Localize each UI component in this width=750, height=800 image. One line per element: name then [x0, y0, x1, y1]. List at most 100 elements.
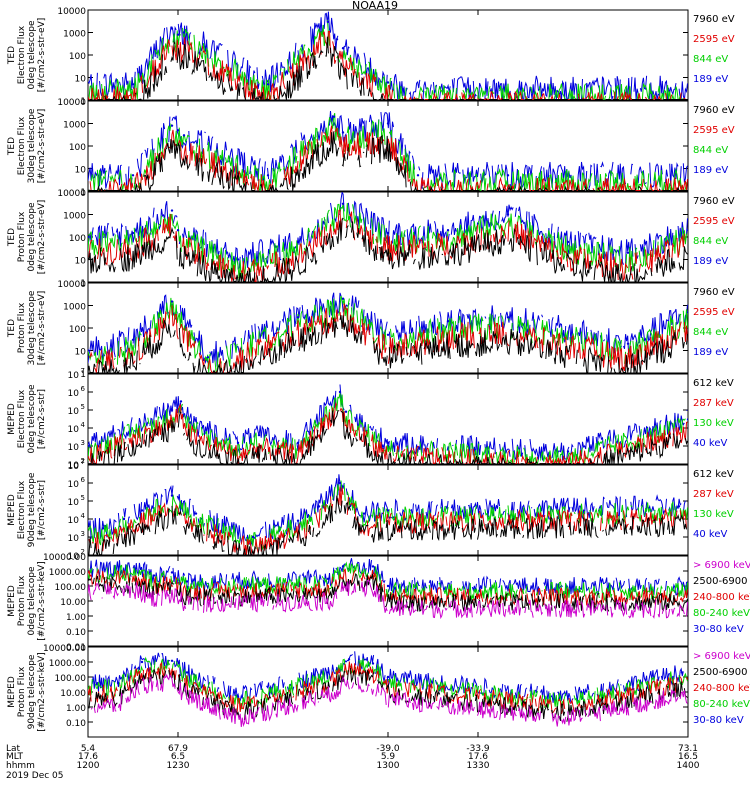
data-point	[386, 509, 390, 512]
series---6900-keV	[88, 579, 688, 620]
data-point	[266, 174, 270, 177]
y-tick-label: 100	[69, 325, 86, 335]
data-point	[185, 580, 189, 583]
y-axis-label: Electron Flux	[17, 480, 27, 539]
data-point	[341, 565, 345, 568]
data-point	[386, 81, 390, 84]
y-tick-exponent: 3	[81, 530, 85, 538]
data-layer	[88, 558, 688, 620]
data-point	[170, 659, 174, 663]
y-tick-label: 100.00	[55, 674, 87, 684]
y-tick-label: 10	[68, 462, 80, 472]
y-axis-label: TED	[7, 46, 17, 65]
y-axis-label: [#/cm2-s-str]	[37, 389, 47, 449]
data-point	[677, 505, 681, 508]
data-point	[341, 47, 345, 50]
data-point	[140, 509, 144, 512]
y-tick-label: 100	[69, 234, 86, 244]
data-point	[131, 231, 135, 235]
data-point	[680, 671, 684, 674]
data-layer	[88, 11, 688, 100]
legend-blue: 40 keV	[693, 438, 727, 449]
data-point	[152, 574, 156, 577]
data-point	[296, 316, 300, 319]
y-axis-label: 90deg telescope	[27, 472, 37, 547]
data-point	[170, 571, 174, 574]
y-tick-label: 1000.00	[49, 568, 86, 578]
x-row-label-mlt: MLT	[6, 752, 24, 762]
legend-red: 240-800 keV	[693, 592, 750, 603]
series-240-800-keV	[88, 661, 688, 715]
data-point	[88, 235, 90, 239]
legend-red: 287 keV	[693, 489, 734, 500]
data-point	[176, 129, 180, 132]
y-axis-label: Electron Flux	[17, 116, 27, 175]
y-axis-label: Proton Flux	[17, 211, 27, 262]
y-tick-label: 10	[75, 166, 87, 176]
data-point	[506, 316, 510, 319]
legend-blue: 189 eV	[693, 74, 728, 85]
x-mlt-value: 6.5	[171, 752, 185, 762]
data-point	[566, 450, 570, 453]
y-tick-label: 10000.00	[43, 553, 86, 563]
data-point	[371, 662, 375, 665]
y-tick-exponent: 5	[81, 403, 85, 411]
data-point	[386, 675, 390, 679]
y-tick-label: 0.10	[66, 719, 86, 729]
legend-blue: 189 eV	[693, 165, 728, 176]
data-point	[338, 481, 342, 485]
data-point	[341, 202, 345, 205]
y-axis-label: TED	[7, 319, 17, 338]
data-layer	[88, 384, 688, 464]
x-hhmm-value: 1300	[377, 761, 400, 771]
x-hhmm-value: 1330	[467, 761, 490, 771]
panel-7: 0.01 0.10 1.00 10.00 100.00 1000.00 10000.00 ME…	[7, 553, 750, 653]
y-axis-label: 30deg telescope	[27, 108, 37, 183]
data-point	[296, 519, 300, 522]
legend-red: 2595 eV	[693, 125, 735, 136]
y-tick-label: 10.00	[60, 598, 86, 608]
data-point	[296, 441, 300, 445]
y-axis-label: 30deg telescope	[27, 290, 37, 365]
data-point	[386, 333, 390, 336]
y-tick-label: 10	[68, 552, 80, 562]
y-tick-label: 10	[68, 480, 80, 490]
y-tick-exponent: 2	[81, 548, 85, 556]
y-tick-label: 10.00	[60, 689, 86, 699]
series-7960-eV	[88, 217, 688, 282]
y-tick-label: 10	[68, 461, 80, 471]
y-axis-label: 0deg telescope	[27, 20, 37, 90]
y-axis-label: Electron Flux	[17, 389, 27, 448]
y-tick-label: 1000.00	[49, 659, 86, 669]
y-axis-label: MEPED	[7, 676, 17, 708]
data-point	[341, 131, 345, 134]
x-lat-value: 67.9	[168, 744, 188, 754]
data-point	[566, 240, 570, 244]
data-point	[626, 251, 630, 254]
data-point	[386, 122, 390, 125]
x-mlt-value: 16.5	[678, 752, 698, 762]
data-point	[170, 124, 174, 127]
legend-green: 844 eV	[693, 236, 728, 247]
y-tick-label: 10	[75, 348, 87, 358]
data-point	[317, 505, 321, 508]
data-layer	[88, 474, 688, 555]
legend-black: 7960 eV	[693, 196, 735, 207]
data-point	[335, 38, 339, 41]
y-axis-label: Proton Flux	[17, 302, 27, 353]
data-point	[236, 441, 240, 445]
chart-title: NOAA19	[352, 0, 398, 12]
data-point	[131, 83, 135, 86]
legend-red: 2595 eV	[693, 307, 735, 318]
data-point	[188, 421, 192, 424]
data-point	[341, 297, 345, 300]
panel-8: 0.10 1.00 10.00 100.00 1000.00 10000.00 MEPED P…	[7, 644, 750, 738]
y-tick-label: 10	[75, 75, 87, 85]
y-axis-label: Proton Flux	[17, 666, 27, 717]
y-tick-label: 10000	[57, 189, 86, 199]
legend-blue: 189 eV	[693, 256, 728, 267]
data-point	[176, 33, 180, 36]
panel-1: 1 10 100 1000 10000 TED Electron Flux 0deg tele…	[7, 7, 735, 107]
